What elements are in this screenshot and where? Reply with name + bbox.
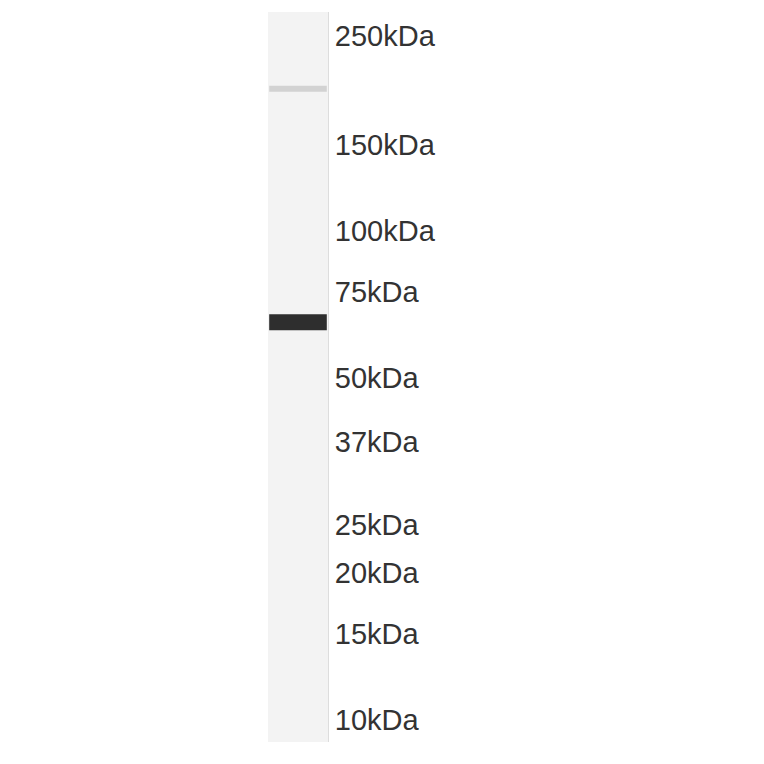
svg-text:20kDa: 20kDa [335, 557, 420, 589]
svg-text:15kDa: 15kDa [335, 618, 420, 650]
svg-text:100kDa: 100kDa [335, 215, 436, 247]
svg-text:25kDa: 25kDa [335, 509, 420, 541]
svg-text:10kDa: 10kDa [335, 704, 420, 736]
svg-text:150kDa: 150kDa [335, 129, 436, 161]
svg-text:37kDa: 37kDa [335, 426, 420, 458]
svg-text:75kDa: 75kDa [335, 276, 420, 308]
svg-text:50kDa: 50kDa [335, 362, 420, 394]
svg-text:250kDa: 250kDa [335, 20, 436, 52]
